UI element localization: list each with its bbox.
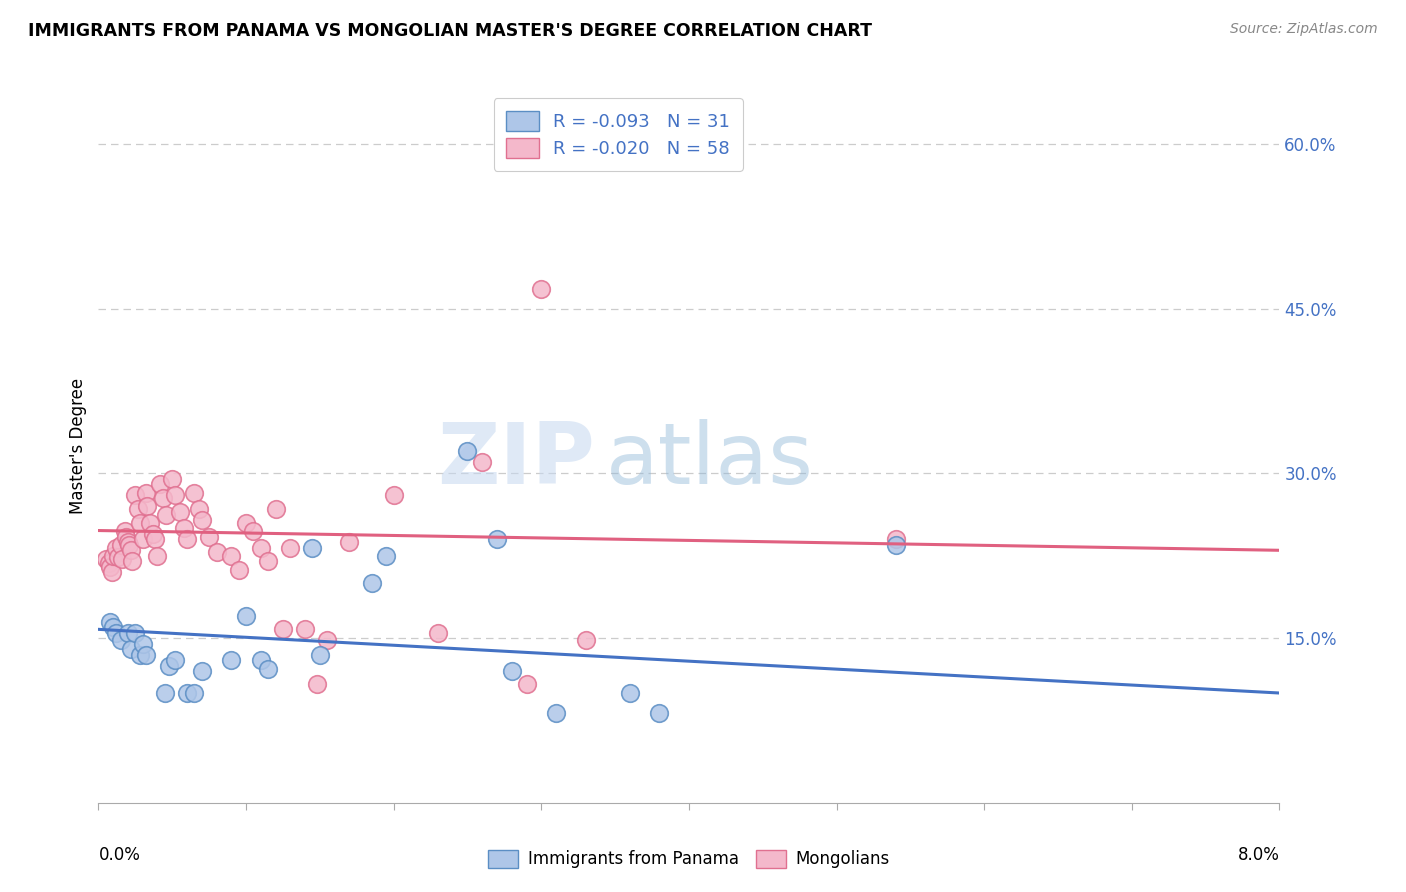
Point [308,648,332,662]
Point [316,633,339,648]
Point [128,648,150,662]
Point [118,538,141,552]
Point [648,706,671,720]
Point [139,516,162,530]
Point [198,530,221,544]
Point [124,488,146,502]
Point [111,552,134,566]
Point [271,623,294,637]
Point [205,545,228,559]
Point [183,686,205,700]
Point [127,501,149,516]
Point [94,552,117,566]
Text: IMMIGRANTS FROM PANAMA VS MONGOLIAN MASTER'S DEGREE CORRELATION CHART: IMMIGRANTS FROM PANAMA VS MONGOLIAN MAST… [28,22,872,40]
Point [619,686,641,700]
Point [176,686,198,700]
Point [103,549,125,563]
Point [152,491,174,505]
Point [100,566,122,580]
Point [153,686,176,700]
Point [173,521,195,535]
Point [264,501,287,516]
Point [426,625,449,640]
Point [250,653,273,667]
Point [110,538,132,552]
Point [117,625,139,640]
Legend: Immigrants from Panama, Mongolians: Immigrants from Panama, Mongolians [477,838,901,880]
Point [165,653,187,667]
Point [337,534,360,549]
Point [149,477,172,491]
Point [301,541,323,555]
Point [98,615,121,629]
Point [157,658,180,673]
Point [257,554,280,568]
Point [884,533,907,547]
Point [105,625,128,640]
Text: ZIP: ZIP [437,418,595,502]
Point [235,609,257,624]
Point [120,543,142,558]
Point [191,512,214,526]
Point [135,648,157,662]
Point [278,541,302,555]
Point [98,559,121,574]
Point [183,486,205,500]
Point [132,533,155,547]
Point [155,508,177,523]
Point [382,488,405,502]
Point [110,633,132,648]
Point [375,549,398,563]
Text: atlas: atlas [606,418,814,502]
Point [176,533,198,547]
Point [169,505,191,519]
Point [501,664,523,678]
Point [546,706,568,720]
Point [135,486,157,500]
Point [515,677,537,691]
Point [219,549,242,563]
Point [117,534,139,549]
Point [235,516,257,530]
Point [257,662,280,676]
Point [103,620,125,634]
Point [121,554,143,568]
Point [105,541,128,555]
Point [228,563,250,577]
Point [120,642,142,657]
Point [884,538,907,552]
Point [143,533,166,547]
Point [191,664,214,678]
Point [107,549,129,564]
Point [97,557,120,571]
Point [485,533,508,547]
Point [165,488,187,502]
Point [128,516,150,530]
Point [132,637,155,651]
Point [219,653,242,667]
Point [456,444,478,458]
Text: 0.0%: 0.0% [98,846,141,863]
Point [250,541,273,555]
Point [530,282,553,296]
Text: 8.0%: 8.0% [1237,846,1279,863]
Point [146,549,169,563]
Point [242,524,264,538]
Point [142,526,165,541]
Point [136,500,159,514]
Point [187,501,209,516]
Point [360,576,382,591]
Text: Source: ZipAtlas.com: Source: ZipAtlas.com [1230,22,1378,37]
Point [574,633,596,648]
Point [124,625,146,640]
Point [114,524,136,538]
Point [162,472,183,486]
Point [471,455,494,469]
Point [305,677,328,691]
Point [294,623,316,637]
Y-axis label: Master's Degree: Master's Degree [69,378,87,514]
Point [115,530,138,544]
